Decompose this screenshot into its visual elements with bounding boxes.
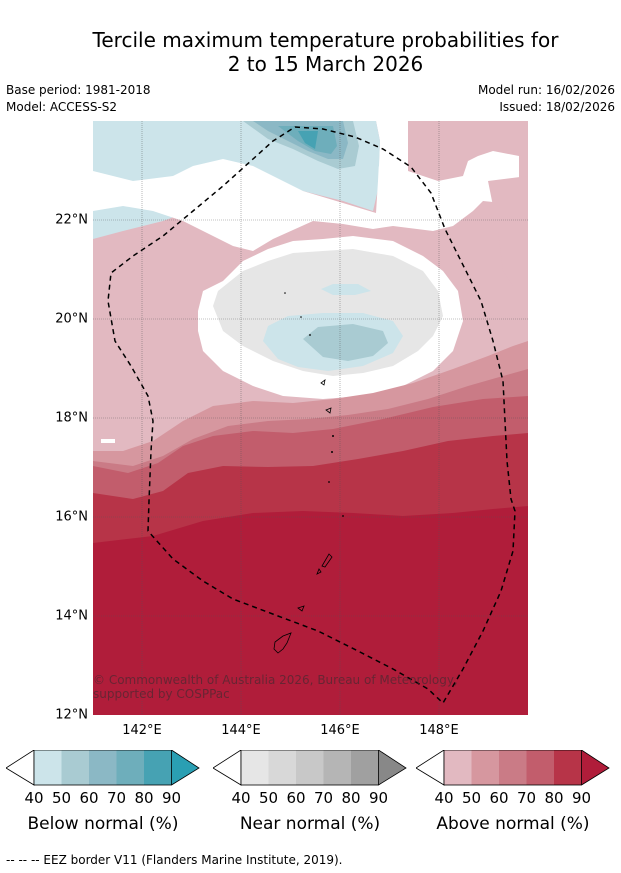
- lat-tick-14n: 14°N: [55, 608, 88, 624]
- above-tick-50: 50: [461, 789, 482, 807]
- below-normal-swatch-70: [116, 750, 144, 785]
- below-normal-swatch-50: [61, 750, 89, 785]
- lon-tick-148e: 148°E: [419, 723, 459, 738]
- near-tick-70: 70: [313, 789, 334, 807]
- above-normal-swatch-70: [526, 750, 554, 785]
- above-normal-90-band: [93, 506, 528, 715]
- below-normal-colorbar: [6, 750, 200, 786]
- lon-tick-146e: 146°E: [320, 723, 360, 738]
- below-tick-60: 60: [79, 789, 99, 807]
- white-patch-small: [101, 439, 115, 443]
- below-normal-swatch-80: [144, 750, 172, 785]
- near-normal-swatch-80: [351, 750, 379, 785]
- above-normal-swatch-90: [581, 750, 609, 785]
- near-normal-label: Near normal (%): [239, 814, 381, 834]
- lat-tick-12n: 12°N: [55, 707, 88, 723]
- map-title: Tercile maximum temperature probabilitie…: [0, 28, 621, 76]
- near-tick-60: 60: [286, 789, 306, 807]
- below-normal-swatch-60: [89, 750, 117, 785]
- above-normal-colorbar: [416, 750, 610, 786]
- lat-tick-16n: 16°N: [55, 509, 88, 525]
- near-normal-swatch-60: [296, 750, 324, 785]
- island-outlines: [273, 379, 333, 654]
- below-normal-swatch-90: [171, 750, 199, 785]
- near-tick-40: 40: [231, 789, 251, 807]
- near-normal-swatch-50: [268, 750, 296, 785]
- below-normal-swatch-40: [34, 750, 62, 785]
- lon-tick-142e: 142°E: [122, 723, 162, 738]
- near-tick-90: 90: [368, 789, 389, 807]
- eez-border: [107, 126, 516, 705]
- white-patch-left: [93, 176, 103, 188]
- below-normal-label: Below normal (%): [27, 814, 179, 834]
- near-tick-80: 80: [341, 789, 361, 807]
- issued-date: Issued: 18/02/2026: [499, 100, 615, 114]
- below-tick-90: 90: [161, 789, 182, 807]
- probability-map: © Commonwealth of Australia 2026, Bureau…: [93, 121, 528, 715]
- above-tick-60: 60: [489, 789, 509, 807]
- below-tick-40: 40: [24, 789, 44, 807]
- below-tick-80: 80: [134, 789, 154, 807]
- below-normal-small-patch: [321, 284, 371, 295]
- model-name: Model: ACCESS-S2: [6, 100, 118, 114]
- map-title-line2: 2 to 15 March 2026: [227, 52, 424, 76]
- lat-tick-22n: 22°N: [55, 212, 88, 228]
- model-run: Model run: 16/02/2026: [477, 83, 615, 97]
- white-band-north: [93, 121, 519, 251]
- above-normal-swatch-50: [471, 750, 499, 785]
- graticule: [93, 121, 528, 715]
- near-normal-swatch-40: [241, 750, 269, 785]
- near-normal-colorbar: [213, 750, 407, 786]
- above-normal-swatch-40: [444, 750, 472, 785]
- above-tick-40: 40: [434, 789, 454, 807]
- above-normal-swatch-80: [554, 750, 582, 785]
- near-normal-swatch-90: [378, 750, 406, 785]
- below-normal-top-80: [298, 131, 318, 149]
- lon-tick-144e: 144°E: [221, 723, 261, 738]
- map-title-line1: Tercile maximum temperature probabilitie…: [92, 28, 559, 52]
- above-tick-70: 70: [516, 789, 537, 807]
- lat-tick-18n: 18°N: [55, 410, 88, 426]
- above-normal-right-patch: [488, 176, 528, 286]
- above-tick-90: 90: [571, 789, 592, 807]
- below-normal-center-50: [303, 324, 388, 361]
- below-tick-70: 70: [106, 789, 127, 807]
- near-normal-swatch-70: [323, 750, 351, 785]
- copyright-notice: © Commonwealth of Australia 2026, Bureau…: [93, 673, 458, 701]
- island-dots: [284, 292, 344, 517]
- near-tick-50: 50: [258, 789, 279, 807]
- above-normal-label: Above normal (%): [436, 814, 590, 834]
- above-tick-80: 80: [544, 789, 564, 807]
- above-normal-swatch-60: [499, 750, 527, 785]
- eez-footnote: -- -- -- EEZ border V11 (Flanders Marine…: [6, 853, 343, 867]
- lat-tick-20n: 20°N: [55, 311, 88, 327]
- map-canvas: [93, 121, 528, 715]
- below-tick-50: 50: [51, 789, 72, 807]
- base-period: Base period: 1981-2018: [6, 83, 151, 97]
